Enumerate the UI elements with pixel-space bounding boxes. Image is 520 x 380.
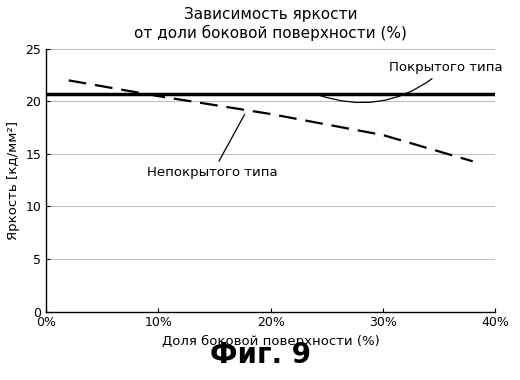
Text: Покрытого типа: Покрытого типа (318, 61, 502, 103)
Text: Непокрытого типа: Непокрытого типа (147, 114, 278, 179)
Text: Фиг. 9: Фиг. 9 (210, 340, 310, 369)
X-axis label: Доля боковой поверхности (%): Доля боковой поверхности (%) (162, 335, 380, 348)
Y-axis label: Яркость [кд/мм²]: Яркость [кд/мм²] (7, 121, 20, 240)
Title: Зависимость яркости
от доли боковой поверхности (%): Зависимость яркости от доли боковой пове… (134, 7, 407, 41)
